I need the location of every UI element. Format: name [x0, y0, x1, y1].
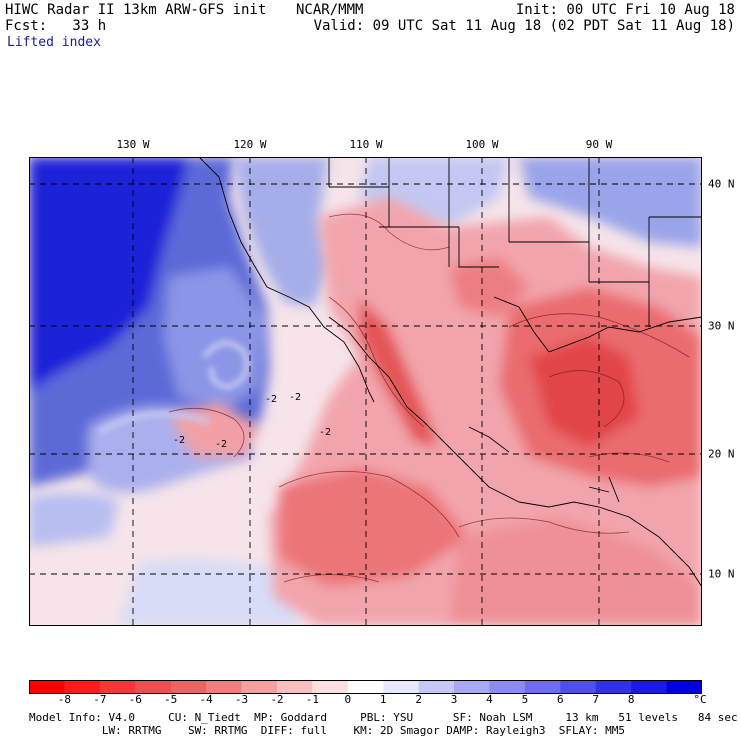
- field-name: Lifted index: [7, 35, 101, 50]
- colorbar-segment: [383, 680, 420, 694]
- colorbar-segment: [241, 680, 278, 694]
- contour-label: -2: [289, 392, 301, 403]
- colorbar-segment: [631, 680, 668, 694]
- colorbar-tick-label: -4: [199, 693, 213, 706]
- model-title: HIWC Radar II 13km ARW-GFS init: [5, 2, 267, 18]
- colorbar-segment: [276, 680, 313, 694]
- colorbar-tick-label: -3: [234, 693, 249, 706]
- colorbar-tick-label: 1: [379, 693, 387, 706]
- colorbar-tick-label: -8: [57, 693, 72, 706]
- contour-label: -2: [319, 427, 331, 438]
- colorbar-segment: [206, 680, 243, 694]
- organization-label: NCAR/MMM: [296, 2, 364, 18]
- lon-label-100w: 100 W: [465, 138, 499, 151]
- contour-label: -2: [265, 394, 277, 405]
- colorbar-tick-label: 0: [344, 693, 352, 706]
- colorbar-tick-label: -5: [164, 693, 178, 706]
- colorbar-segment: [99, 680, 136, 694]
- contour-label: -2: [173, 435, 185, 446]
- colorbar-segment: [524, 680, 561, 694]
- lon-label-90w: 90 W: [585, 138, 613, 151]
- colorbar-tick-label: 6: [557, 693, 564, 706]
- lat-label-30n: 30 N: [708, 319, 735, 333]
- colorbar-segment: [666, 680, 702, 694]
- political-boundaries: [198, 157, 702, 588]
- model-info-line1: Model Info: V4.0 CU: N_Tiedt MP: Goddard…: [29, 711, 738, 724]
- colorbar-segment: [489, 680, 526, 694]
- colorbar-tick-label: 8: [627, 693, 635, 706]
- colorbar-tick-label: -6: [128, 693, 142, 706]
- colorbar-tick-label: 7: [592, 693, 600, 706]
- lon-label-120w: 120 W: [233, 138, 267, 151]
- map-frame: [29, 157, 702, 626]
- colorbar: [29, 680, 702, 694]
- colorbar-tick-label: 4: [486, 693, 493, 706]
- colorbar-tick-label: -2: [270, 693, 284, 706]
- lat-label-10n: 10 N: [708, 567, 735, 581]
- colorbar-tick-label: 2: [415, 693, 422, 706]
- lat-lon-grid: [29, 157, 702, 626]
- colorbar-segment: [170, 680, 207, 694]
- colorbar-segment: [64, 680, 101, 694]
- lat-label-20n: 20 N: [708, 447, 735, 461]
- colorbar-tick-label: 5: [521, 693, 529, 706]
- valid-time: Valid: 09 UTC Sat 11 Aug 18 (02 PDT Sat …: [313, 18, 735, 34]
- colorbar-segment: [454, 680, 490, 694]
- colorbar-segment: [418, 680, 455, 694]
- colorbar-segment: [312, 680, 349, 694]
- colorbar-segment: [347, 680, 384, 694]
- colorbar-tick-label: -7: [93, 693, 107, 706]
- init-time: Init: 00 UTC Fri 10 Aug 18: [515, 2, 735, 18]
- colorbar-tick-label: 3: [450, 693, 458, 706]
- colorbar-unit: °C: [693, 693, 707, 706]
- colorbar-segment: [595, 680, 632, 694]
- lifted-index-map: -2 -2 -2 -2 -2: [29, 157, 702, 626]
- colorbar-segment: [29, 680, 65, 694]
- forecast-hour: Fcst: 33 h: [5, 18, 107, 34]
- colorbar-frame: [29, 680, 702, 694]
- colorbar-segment: [560, 680, 597, 694]
- lon-label-110w: 110 W: [349, 138, 383, 151]
- stable-airmass-region: [29, 157, 299, 626]
- contour-label: -2: [215, 439, 227, 450]
- lat-label-40n: 40 N: [708, 177, 735, 191]
- colorbar-tick-label: -1: [305, 693, 319, 706]
- colorbar-segment: [135, 680, 172, 694]
- pacific-swirl: [97, 340, 250, 435]
- lon-label-130w: 130 W: [116, 138, 150, 151]
- model-info-line2: LW: RRTMG SW: RRTMG DIFF: full KM: 2D Sm…: [29, 724, 626, 737]
